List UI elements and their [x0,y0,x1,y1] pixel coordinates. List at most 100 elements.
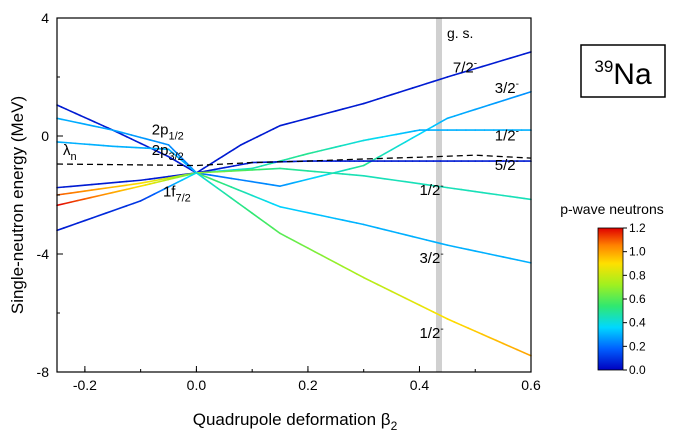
series-5-segment [85,190,92,191]
series-6-segment [238,190,245,193]
series-6-segment [343,220,350,221]
series-5-segment [280,168,287,169]
series-7-segment [308,248,315,252]
series-6-segment [426,240,433,242]
series-1-segment [496,60,503,62]
series-5-segment [510,196,517,197]
series-6-segment [85,197,92,199]
series-2-segment [517,94,524,96]
series-6-segment [301,211,308,212]
series-5-segment [454,189,461,190]
series-2-segment [238,180,245,181]
series-6-segment [280,207,287,208]
series-2-segment [273,185,280,186]
series-5-segment [308,171,315,172]
series-1-segment [392,92,399,94]
series-5-segment [350,175,357,176]
series-6-segment [134,186,141,188]
series-line-6 [57,173,531,263]
series-2-segment [287,183,294,185]
y-tick-label: -8 [37,364,50,380]
nucleus-element: Na [613,58,652,91]
series-1-segment [517,54,524,56]
series-1-segment [357,104,364,106]
series-5-segment [503,195,510,196]
series-6-segment [287,208,294,209]
series-1-segment [510,56,517,58]
series-6-segment [99,194,106,196]
series-7-segment [510,347,517,350]
series-6-segment [120,189,127,191]
series-6-segment [468,250,475,251]
series-7-segment [503,343,510,346]
y-tick-label: 4 [41,10,49,26]
series-4-segment [71,186,78,187]
series-7-segment [85,218,92,220]
series-1-segment [399,90,406,92]
series-6-segment [378,228,385,230]
series-7-segment [134,201,141,203]
series-7-segment [517,350,524,353]
series-2-segment [489,103,496,105]
series-7-segment [350,270,357,274]
series-7-segment [294,241,301,245]
series-line-5 [57,168,531,199]
series-7-segment [231,198,238,203]
series-1-segment [294,120,301,122]
series-1-segment [413,86,420,88]
series-7-segment [524,353,531,356]
series-6-segment [350,222,357,223]
series-6-segment [231,187,238,190]
series-2-segment [357,166,364,168]
series-2-segment [217,176,224,177]
series-7-segment [120,206,127,208]
series-7-segment [266,223,273,228]
series-7-segment [461,325,468,328]
series-7-segment [399,295,406,298]
colorbar-tick-label: 0.0 [629,363,646,377]
level-label-7: 1/2- [419,324,443,342]
series-2-segment [524,92,531,94]
series-4-segment [64,186,71,187]
level-label-6: 3/2- [419,249,443,267]
series-2-segment [461,112,468,114]
series-6-segment [371,226,378,228]
series-5-segment [315,172,322,173]
series-6-segment [475,251,482,252]
series-1-segment [524,52,531,54]
series-6-segment [224,184,231,187]
series-2-segment [385,150,392,154]
series-5-segment [413,183,420,184]
series-7-segment [329,259,336,263]
series-1-segment [364,101,371,103]
series-2-segment [406,138,413,142]
series-5-segment [106,187,113,188]
series-7-segment [127,203,134,205]
level-label-4: 5/2- [495,156,519,174]
level-label-2: 3/2- [495,79,519,97]
series-5-segment [120,185,127,186]
series-5-segment [406,182,413,183]
series-6-segment [308,213,315,214]
series-1-segment [280,124,287,126]
series-6-segment [252,195,259,198]
series-7-segment [92,216,99,218]
series-2-segment [482,105,489,107]
series-7-segment [224,193,231,198]
series-7-segment [217,188,224,193]
series-5-segment [329,173,336,174]
series-7-segment [378,284,385,287]
series-5-segment [322,172,329,173]
y-axis-label: Single-neutron energy (MeV) [8,96,27,314]
series-6-segment [266,201,273,204]
series-2-segment [294,181,301,183]
series-5-segment [517,197,524,198]
series-6-segment [71,201,78,203]
series-1-segment [385,95,392,97]
series-6-segment [329,217,336,218]
series-5-segment [524,198,531,199]
series-5-segment [287,169,294,170]
series-6-segment [364,225,371,227]
x-tick-label: 0.0 [187,377,207,393]
series-5-segment [475,192,482,193]
